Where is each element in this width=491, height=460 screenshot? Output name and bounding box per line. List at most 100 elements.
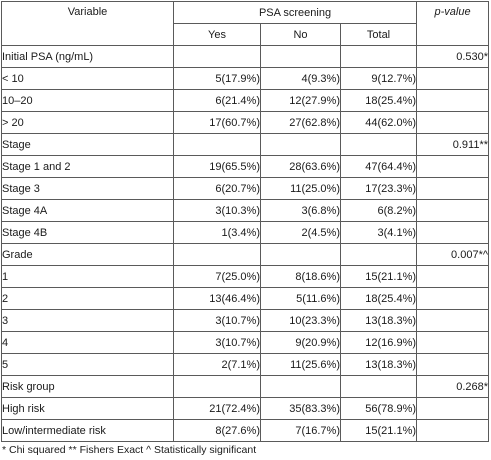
total-value-cell: 13(18.3%) xyxy=(339,309,418,332)
table-row: 10–20 6(21.4%) 12(27.9%) 18(25.4%) xyxy=(1,89,490,112)
row-label-cell: Grade xyxy=(1,243,174,266)
p-value-cell xyxy=(416,353,490,376)
no-value-cell xyxy=(260,133,341,156)
yes-value-cell xyxy=(173,133,261,156)
table-group-row: Risk group 0.268* xyxy=(1,375,490,398)
p-value-cell xyxy=(416,221,490,244)
no-value-cell: 11(25.0%) xyxy=(260,177,341,200)
row-label-cell: 1 xyxy=(1,265,174,288)
p-value-cell xyxy=(416,419,490,442)
p-value-cell: 0.007*^ xyxy=(416,243,490,266)
row-label-cell: 5 xyxy=(1,353,174,376)
table-row: 1 7(25.0%) 8(18.6%) 15(21.1%) xyxy=(1,265,490,288)
total-value-cell xyxy=(339,375,418,398)
p-value-cell: 0.268* xyxy=(416,375,490,398)
table-row: Stage 1 and 2 19(65.5%) 28(63.6%) 47(64.4%) xyxy=(1,155,490,178)
table-group-row: Stage 0.911** xyxy=(1,133,490,156)
p-value-column-header: p-value xyxy=(416,1,490,46)
table-row: Low/intermediate risk 8(27.6%) 7(16.7%) 15(… xyxy=(1,419,490,442)
table-row: High risk 21(72.4%) 35(83.3%) 56(78.9%) xyxy=(1,397,490,420)
row-label-cell: 10–20 xyxy=(1,89,174,112)
yes-value-cell: 3(10.3%) xyxy=(173,199,261,222)
table-body: Initial PSA (ng/mL) 0.530* < 10 5(17.9%) 4(9… xyxy=(1,45,490,442)
yes-value-cell: 3(10.7%) xyxy=(173,309,261,332)
total-value-cell: 15(21.1%) xyxy=(339,419,418,442)
no-value-cell: 35(83.3%) xyxy=(260,397,341,420)
no-value-cell: 9(20.9%) xyxy=(260,331,341,354)
variable-column-header: Variable xyxy=(1,1,174,46)
no-value-cell xyxy=(260,243,341,266)
total-value-cell xyxy=(339,243,418,266)
row-label-cell: Stage 4A xyxy=(1,199,174,222)
total-value-cell: 18(25.4%) xyxy=(339,287,418,310)
table-row: 4 3(10.7%) 9(20.9%) 12(16.9%) xyxy=(1,331,490,354)
psa-screening-column-group-header: PSA screening xyxy=(172,1,418,24)
yes-value-cell: 1(3.4%) xyxy=(173,221,261,244)
row-label-cell: Stage xyxy=(1,133,174,156)
row-label-cell: < 10 xyxy=(1,67,174,90)
no-value-cell: 8(18.6%) xyxy=(260,265,341,288)
table-group-row: Grade 0.007*^ xyxy=(1,243,490,266)
table-row: 3 3(10.7%) 10(23.3%) 13(18.3%) xyxy=(1,309,490,332)
row-label-cell: 2 xyxy=(1,287,174,310)
table-row: 2 13(46.4%) 5(11.6%) 18(25.4%) xyxy=(1,287,490,310)
total-value-cell: 15(21.1%) xyxy=(339,265,418,288)
yes-value-cell xyxy=(173,243,261,266)
no-value-cell: 3(6.8%) xyxy=(260,199,341,222)
no-value-cell xyxy=(260,45,341,68)
no-value-cell xyxy=(260,375,341,398)
row-label-cell: High risk xyxy=(1,397,174,420)
row-label-cell: 3 xyxy=(1,309,174,332)
no-value-cell: 4(9.3%) xyxy=(260,67,341,90)
yes-value-cell: 13(46.4%) xyxy=(173,287,261,310)
p-value-cell: 0.911** xyxy=(416,133,490,156)
total-value-cell: 6(8.2%) xyxy=(339,199,418,222)
yes-value-cell: 21(72.4%) xyxy=(173,397,261,420)
table-row: 5 2(7.1%) 11(25.6%) 13(18.3%) xyxy=(1,353,490,376)
total-value-cell: 18(25.4%) xyxy=(339,89,418,112)
yes-value-cell: 2(7.1%) xyxy=(173,353,261,376)
no-value-cell: 7(16.7%) xyxy=(260,419,341,442)
row-label-cell: Stage 1 and 2 xyxy=(1,155,174,178)
no-value-cell: 5(11.6%) xyxy=(260,287,341,310)
no-value-cell: 27(62.8%) xyxy=(260,111,341,134)
p-value-cell xyxy=(416,111,490,134)
total-value-cell: 3(4.1%) xyxy=(339,221,418,244)
yes-value-cell: 7(25.0%) xyxy=(173,265,261,288)
row-label-cell: Initial PSA (ng/mL) xyxy=(1,45,174,68)
total-value-cell: 56(78.9%) xyxy=(339,397,418,420)
total-value-cell xyxy=(339,45,418,68)
total-value-cell: 13(18.3%) xyxy=(339,353,418,376)
no-column-header: No xyxy=(260,23,341,46)
row-label-cell: > 20 xyxy=(1,111,174,134)
p-value-cell xyxy=(416,199,490,222)
total-value-cell: 44(62.0%) xyxy=(339,111,418,134)
total-value-cell: 12(16.9%) xyxy=(339,331,418,354)
no-value-cell: 2(4.5%) xyxy=(260,221,341,244)
yes-value-cell: 6(21.4%) xyxy=(173,89,261,112)
row-label-cell: Low/intermediate risk xyxy=(1,419,174,442)
total-column-header: Total xyxy=(339,23,418,46)
total-value-cell xyxy=(339,133,418,156)
p-value-cell xyxy=(416,397,490,420)
table-row: > 20 17(60.7%) 27(62.8%) 44(62.0%) xyxy=(1,111,490,134)
yes-value-cell xyxy=(173,375,261,398)
row-label-cell: Stage 3 xyxy=(1,177,174,200)
yes-value-cell: 19(65.5%) xyxy=(173,155,261,178)
p-value-cell xyxy=(416,67,490,90)
yes-value-cell: 17(60.7%) xyxy=(173,111,261,134)
table-row: < 10 5(17.9%) 4(9.3%) 9(12.7%) xyxy=(1,67,490,90)
no-value-cell: 11(25.6%) xyxy=(260,353,341,376)
table-row: Stage 4B 1(3.4%) 2(4.5%) 3(4.1%) xyxy=(1,221,490,244)
row-label-cell: Stage 4B xyxy=(1,221,174,244)
p-value-cell xyxy=(416,331,490,354)
p-value-cell xyxy=(416,89,490,112)
table-footnote: * Chi squared ** Fishers Exact ^ Statist… xyxy=(2,444,257,456)
yes-value-cell xyxy=(173,45,261,68)
psa-screening-table: Variable PSA screening p-value Yes No To… xyxy=(1,1,490,442)
table-row: Stage 4A 3(10.3%) 3(6.8%) 6(8.2%) xyxy=(1,199,490,222)
p-value-cell xyxy=(416,155,490,178)
yes-value-cell: 6(20.7%) xyxy=(173,177,261,200)
p-value-cell xyxy=(416,287,490,310)
total-value-cell: 9(12.7%) xyxy=(339,67,418,90)
